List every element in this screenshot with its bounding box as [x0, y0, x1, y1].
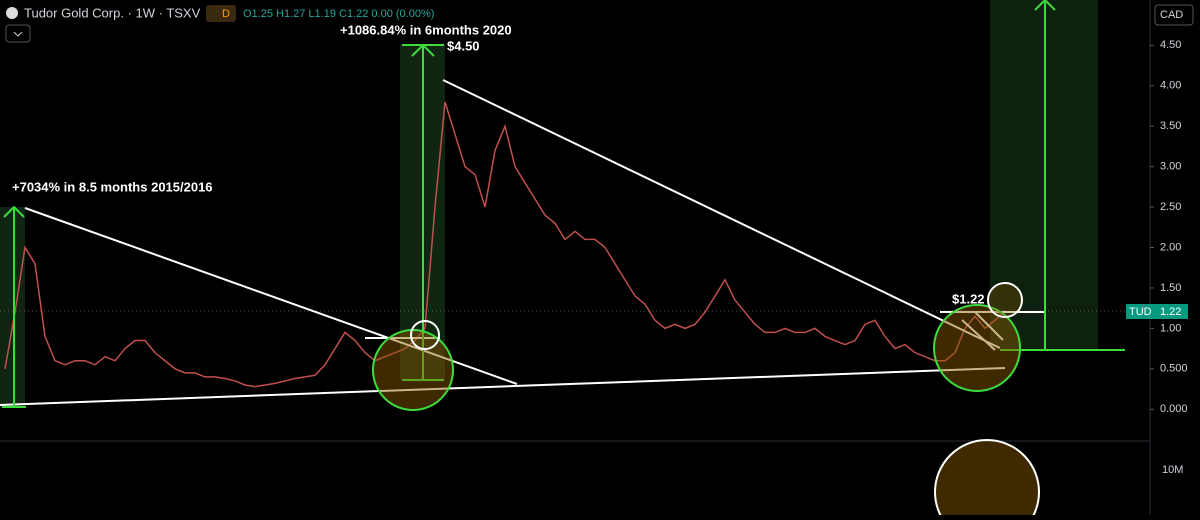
highlight-circle: [372, 329, 454, 411]
currency-button[interactable]: [1154, 4, 1194, 26]
symbol-icon: [6, 7, 18, 19]
annotation: $4.50: [447, 38, 480, 53]
collapse-button[interactable]: [5, 24, 31, 43]
last-price: 1.22: [1160, 306, 1181, 318]
range-box: [0, 207, 25, 407]
highlight-circle: [987, 282, 1023, 318]
volume-tick: 10M: [1162, 464, 1183, 476]
ticker: TUD: [1129, 306, 1152, 318]
highlight-circle: [934, 439, 1040, 520]
plot-area: [4, 101, 1006, 388]
badge[interactable]: D: [222, 8, 230, 20]
trend-line: [442, 79, 1001, 349]
drawings: [0, 79, 1045, 406]
ohlc: O1.25 H1.27 L1.19 C1.22 0.00 (0.00%): [243, 8, 434, 20]
currency: CAD: [1160, 9, 1183, 21]
y-tick-label: 1.50: [1160, 282, 1181, 294]
y-tick-label: 0.500: [1160, 363, 1188, 375]
y-tick-label: 1.00: [1160, 322, 1181, 334]
chevron: [13, 31, 23, 37]
annotation: +7034% in 8.5 months 2015/2016: [12, 179, 213, 194]
price-line: [4, 101, 1006, 388]
badge-bg: [206, 5, 236, 22]
flag-line: [974, 311, 1004, 341]
ticker-tag: [1126, 304, 1152, 319]
arrow: [2, 205, 26, 408]
arrow: [402, 43, 444, 381]
y-tick-label: 3.50: [1160, 120, 1181, 132]
annotation: +1086.84% in 6months 2020: [340, 22, 512, 37]
symbol-title: Tudor Gold Corp. · 1W · TSXV: [24, 5, 201, 20]
y-tick-label: 4.50: [1160, 39, 1181, 51]
highlight-circle: [410, 320, 440, 350]
y-tick-label: 3.00: [1160, 161, 1181, 173]
flag-line: [961, 319, 996, 351]
y-tick-label: 2.00: [1160, 241, 1181, 253]
last-price-tag: [1152, 304, 1188, 319]
y-tick-label: 2.50: [1160, 201, 1181, 213]
y-tick-label: 0.000: [1160, 403, 1188, 415]
annotation: $1.22: [952, 291, 985, 306]
support-line: [0, 367, 1006, 406]
highlight-circle: [933, 304, 1021, 392]
trend-line: [24, 207, 518, 385]
y-tick-label: 4.00: [1160, 80, 1181, 92]
